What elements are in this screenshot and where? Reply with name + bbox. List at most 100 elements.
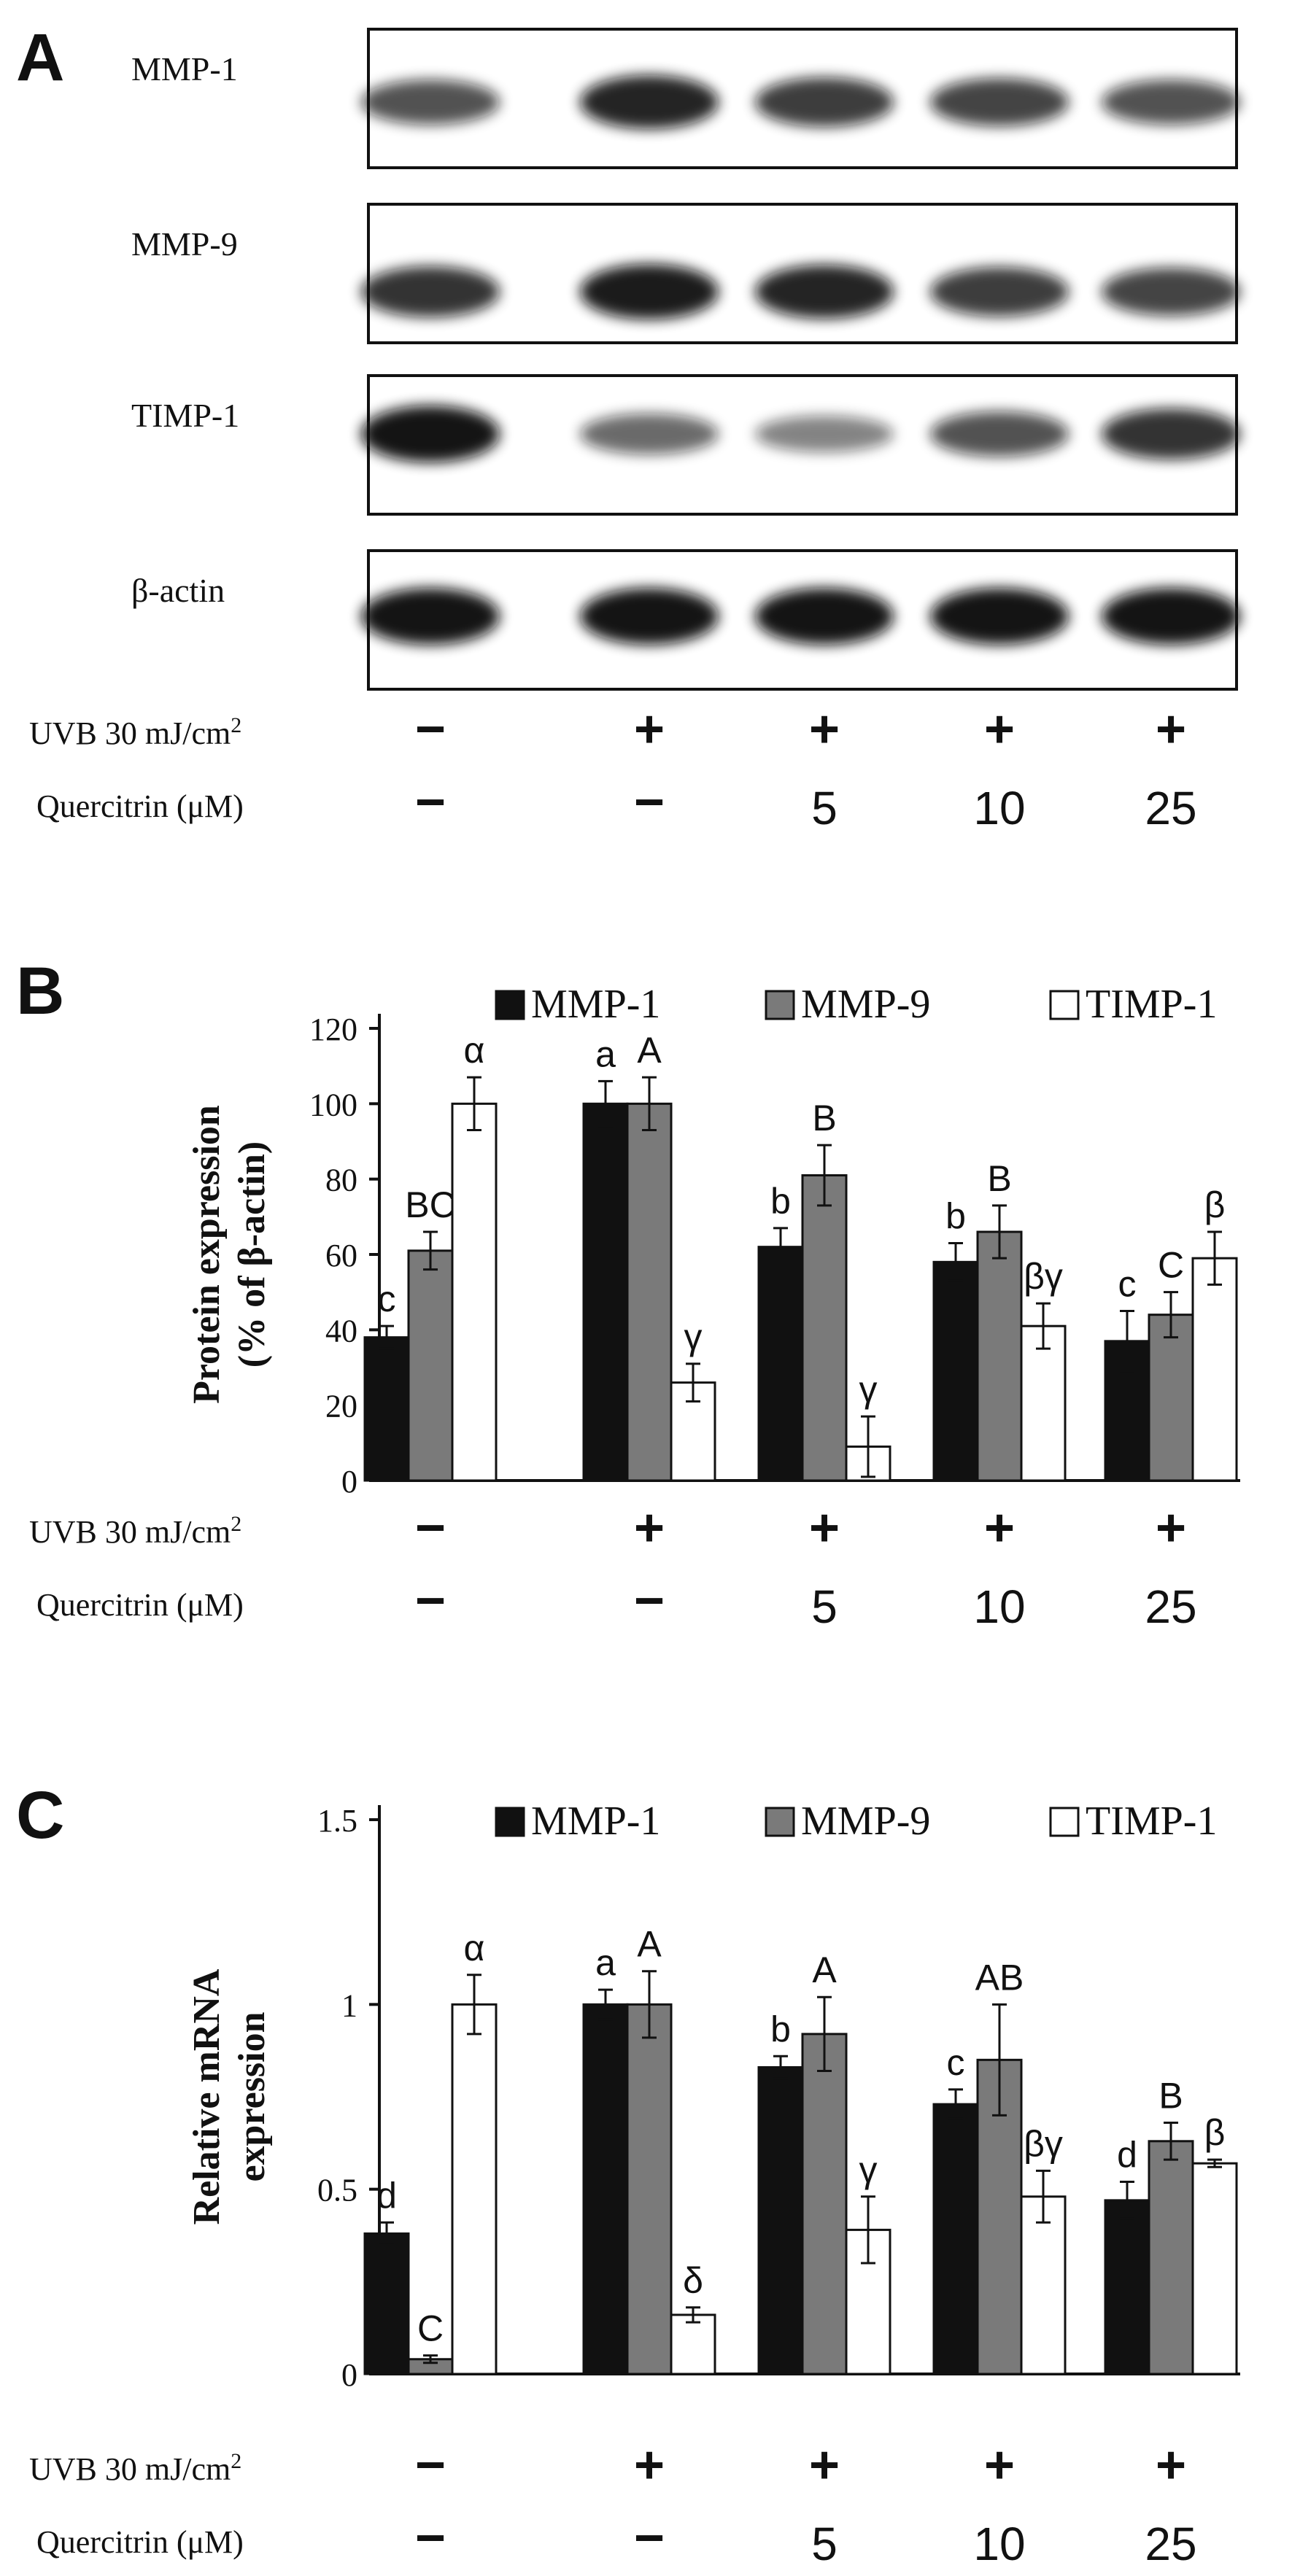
y-tick-label: 80 [325,1163,357,1198]
uvb-sign: + [809,1499,840,1557]
significance-label: γ [859,1369,878,1410]
bar-mmp-9 [976,1230,1023,1482]
blot-band [580,414,719,454]
blot-band [580,264,719,319]
quercitrin-value: 10 [973,2518,1025,2570]
panel-letter-b: B [16,954,64,1028]
quercitrin-value: 10 [973,1580,1025,1633]
uvb-label-text: UVB 30 mJ/cm [29,715,231,751]
quercitrin-value: 5 [811,2518,838,2570]
significance-label: b [770,2009,791,2049]
y-tick-label: 1 [341,1987,357,2023]
blot-row-label: MMP-1 [131,50,238,88]
legend-label: TIMP-1 [1086,982,1217,1027]
y-axis-title: Protein expression [186,1105,228,1404]
uvb-sign: + [634,2436,665,2494]
uvb-label-text: UVB 30 mJ/cm [29,1514,231,1550]
y-tick-label: 60 [325,1238,357,1273]
significance-label: β [1204,2112,1226,2153]
bar-mmp-1 [582,1102,629,1482]
y-tick-label: 0 [341,2357,357,2393]
blot-band [361,266,500,317]
significance-label: a [595,1033,616,1074]
significance-label: A [637,1924,662,1965]
bar-mmp-9 [407,1249,454,1482]
uvb-label-sup: 2 [231,2449,241,2473]
bar-mmp-1 [932,2103,979,2375]
significance-label: c [378,1279,396,1319]
legend-label: MMP-9 [801,982,930,1027]
quercitrin-value: 25 [1145,782,1196,834]
blot-band [361,79,500,125]
panel-letter-c: C [16,1778,64,1853]
uvb-label-sup: 2 [231,713,241,737]
significance-label: α [464,1928,485,1968]
bar-mmp-9 [801,2033,848,2375]
y-tick-label: 1.5 [317,1803,357,1839]
legend-label: TIMP-1 [1086,1799,1217,1844]
significance-label: B [812,1098,836,1138]
bar-mmp-1 [757,2065,804,2375]
quercitrin-value: 5 [811,1580,838,1633]
uvb-sign: + [809,700,840,759]
significance-label: BC [405,1184,455,1225]
quercitrin-value: − [634,773,665,831]
legend-swatch [495,1807,525,1837]
blot-band [755,588,894,645]
quercitrin-label: Quercitrin (μM) [36,2524,244,2560]
blot-band [361,406,500,462]
quercitrin-value: − [634,1572,665,1630]
legend-label: MMP-9 [801,1799,930,1844]
quercitrin-value: − [634,2509,665,2567]
uvb-sign: − [415,2436,446,2494]
blot-band [1102,588,1240,645]
significance-label: A [812,1950,837,1990]
conditions-panel-c: UVB 30 mJ/cm2 Quercitrin (μM) − + + + + − − 5 10 25 [29,2436,1197,2570]
bar-timp-1 [451,1102,498,1482]
bar-mmp-9 [626,2003,673,2375]
uvb-sign: − [415,700,446,759]
legend-label: MMP-1 [531,1799,660,1844]
bar-mmp-9 [1148,1314,1194,1482]
quercitrin-value: 5 [811,782,838,834]
significance-label: a [595,1942,616,1983]
blot-band [930,411,1069,457]
y-axis-title: Relative mRNA [186,1968,228,2224]
blot-band [1102,79,1240,125]
y-tick-label: 100 [309,1087,357,1122]
uvb-sign: + [1156,1499,1186,1557]
significance-label: c [947,2042,965,2083]
uvb-sign: + [1156,700,1186,759]
legend-swatch [765,1807,795,1837]
quercitrin-label: Quercitrin (μM) [36,788,244,824]
uvb-label-sup: 2 [231,1512,241,1536]
y-tick-label: 40 [325,1313,357,1349]
uvb-label: UVB 30 mJ/cm2 [29,2449,241,2487]
quercitrin-value: − [415,773,446,831]
uvb-sign: + [984,2436,1015,2494]
significance-label: α [464,1030,485,1071]
quercitrin-label: Quercitrin (μM) [36,1587,244,1623]
significance-label: β [1204,1184,1226,1225]
quercitrin-value: − [415,1572,446,1630]
legend-swatch [495,990,525,1020]
uvb-sign: + [1156,2436,1186,2494]
uvb-sign: + [984,1499,1015,1557]
y-tick-label: 0.5 [317,2173,357,2208]
quercitrin-value: 25 [1145,2518,1196,2570]
blot-band [580,75,719,129]
significance-label: d [376,2175,397,2216]
bar-timp-1 [1191,2162,1238,2375]
bar-mmp-1 [932,1260,979,1482]
bar-mmp-1 [582,2003,629,2375]
uvb-label: UVB 30 mJ/cm2 [29,713,241,751]
blot-band [755,265,894,319]
quercitrin-value: 25 [1145,1580,1196,1633]
significance-label: b [770,1181,791,1222]
uvb-label: UVB 30 mJ/cm2 [29,1512,241,1550]
chart-mrna-expression: 0 0.5 1 1.5 Relative mRNA expression MMP-1 MMP-… [186,1799,1240,2393]
legend-swatch [765,990,795,1020]
bar-mmp-9 [1148,2140,1194,2375]
blot-band [930,588,1069,645]
